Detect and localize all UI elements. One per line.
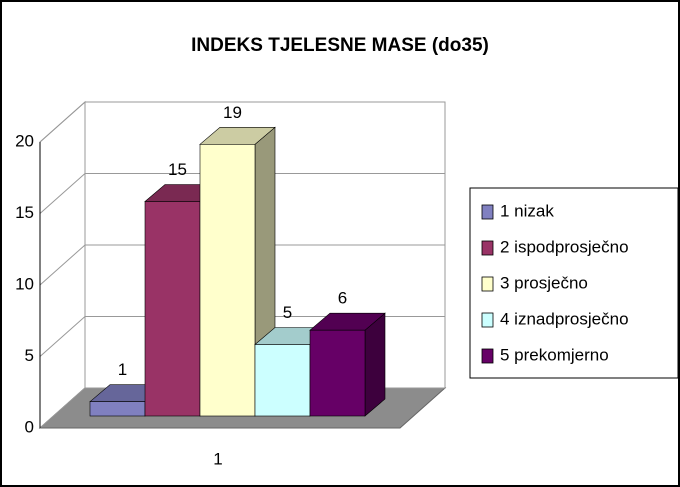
data-label: 1 xyxy=(118,360,127,379)
bar xyxy=(144,201,201,417)
legend-label: 3 prosječno xyxy=(500,273,588,292)
grid-line xyxy=(39,173,445,214)
legend-box xyxy=(469,187,679,379)
bar xyxy=(89,401,146,417)
data-label: 6 xyxy=(338,289,347,308)
y-tick-label: 10 xyxy=(15,274,34,293)
data-label: 19 xyxy=(223,103,242,122)
legend-swatch xyxy=(481,204,494,220)
y-tick-label: 0 xyxy=(25,417,34,436)
grid-line xyxy=(39,244,445,286)
bar xyxy=(199,144,256,417)
grid-line xyxy=(39,101,445,143)
grid-line xyxy=(39,316,445,357)
data-label: 15 xyxy=(168,160,187,179)
data-label: 5 xyxy=(283,303,292,322)
legend-swatch xyxy=(481,276,494,292)
legend-swatch xyxy=(481,240,494,256)
y-tick-label: 15 xyxy=(15,203,34,222)
chart-title: INDEKS TJELESNE MASE (do35) xyxy=(191,35,489,56)
legend-swatch xyxy=(481,312,494,328)
legend-label: 2 ispodprosječno xyxy=(500,237,629,256)
legend-label: 1 nizak xyxy=(500,201,554,220)
bar-side xyxy=(364,312,386,417)
legend-label: 4 iznadprosječno xyxy=(500,309,629,328)
legend-swatch xyxy=(481,348,494,364)
bar xyxy=(254,344,311,417)
y-tick-label: 5 xyxy=(25,346,34,365)
y-tick-label: 20 xyxy=(15,131,34,150)
bar xyxy=(309,329,366,417)
legend-label: 5 prekomjerno xyxy=(500,345,609,364)
x-tick-label: 1 xyxy=(213,449,222,468)
